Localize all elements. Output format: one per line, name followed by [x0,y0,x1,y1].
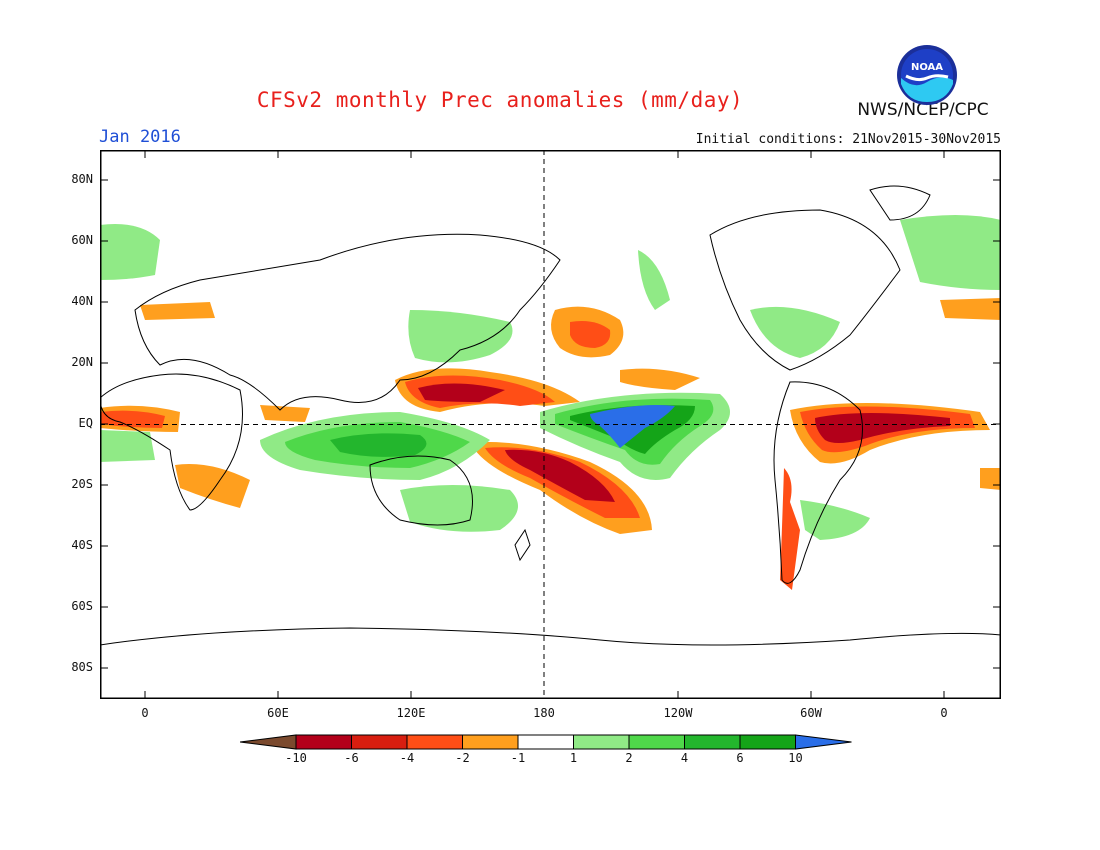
colorbar [240,734,852,750]
lat-label: 60S [71,599,93,613]
colorbar-tick-label: -4 [399,751,415,765]
colorbar-tick-label: 2 [625,751,633,765]
precip-anomaly-map [100,150,1001,699]
noaa-logo: NOAA [897,45,957,105]
colorbar-segment [684,734,741,750]
colorbar-tick-label: 6 [736,751,744,765]
lon-label: 0 [940,706,948,720]
colorbar-tick-label: -2 [455,751,470,765]
lat-label: 80S [71,660,93,674]
lon-label: 120W [663,706,693,720]
map-frame [100,150,1001,699]
lat-label: EQ [78,416,93,430]
map-title: CFSv2 monthly Prec anomalies (mm/day) [256,88,744,112]
lat-label: 60N [71,233,93,247]
svg-text:NOAA: NOAA [911,62,943,73]
lon-label: 120E [396,706,426,720]
colorbar-segment [295,734,352,750]
colorbar-tick-label: -6 [344,751,359,765]
colorbar-segment [406,734,463,750]
lon-label: 0 [141,706,149,720]
colorbar-segment [240,734,297,750]
colorbar-segment [795,734,852,750]
colorbar-segment [628,734,685,750]
lat-label: 40S [71,538,93,552]
forecast-month: Jan 2016 [99,127,181,147]
colorbar-segment [462,734,519,750]
colorbar-tick-label: 4 [680,751,689,765]
lon-label: 180 [533,706,555,720]
colorbar-segment [573,734,630,750]
colorbar-tick-label: -1 [510,751,526,765]
colorbar-tick-label: -10 [285,751,307,765]
lat-label: 80N [71,172,93,186]
lat-label: 20N [71,355,93,369]
colorbar-tick-label: 1 [569,751,578,765]
lon-label: 60E [267,706,289,720]
lat-label: 40N [71,294,93,308]
lon-label: 60W [800,706,822,720]
initial-conditions: Initial conditions: 21Nov2015-30Nov2015 [695,132,1001,147]
colorbar-segment [351,734,408,750]
agency-label: NWS/NCEP/CPC [857,100,989,120]
positive-anomaly-areas [100,215,1001,540]
colorbar-segment [739,734,796,750]
negative-anomaly-areas [100,298,1001,590]
colorbar-tick-label: 10 [788,751,803,765]
colorbar-segment [517,734,574,750]
lat-label: 20S [71,477,93,491]
coastlines [100,185,1001,646]
